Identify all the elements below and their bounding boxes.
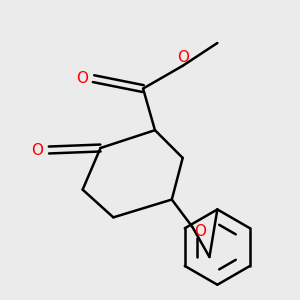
Text: O: O	[31, 142, 43, 158]
Text: O: O	[76, 71, 88, 86]
Text: O: O	[194, 224, 206, 239]
Text: O: O	[177, 50, 189, 65]
